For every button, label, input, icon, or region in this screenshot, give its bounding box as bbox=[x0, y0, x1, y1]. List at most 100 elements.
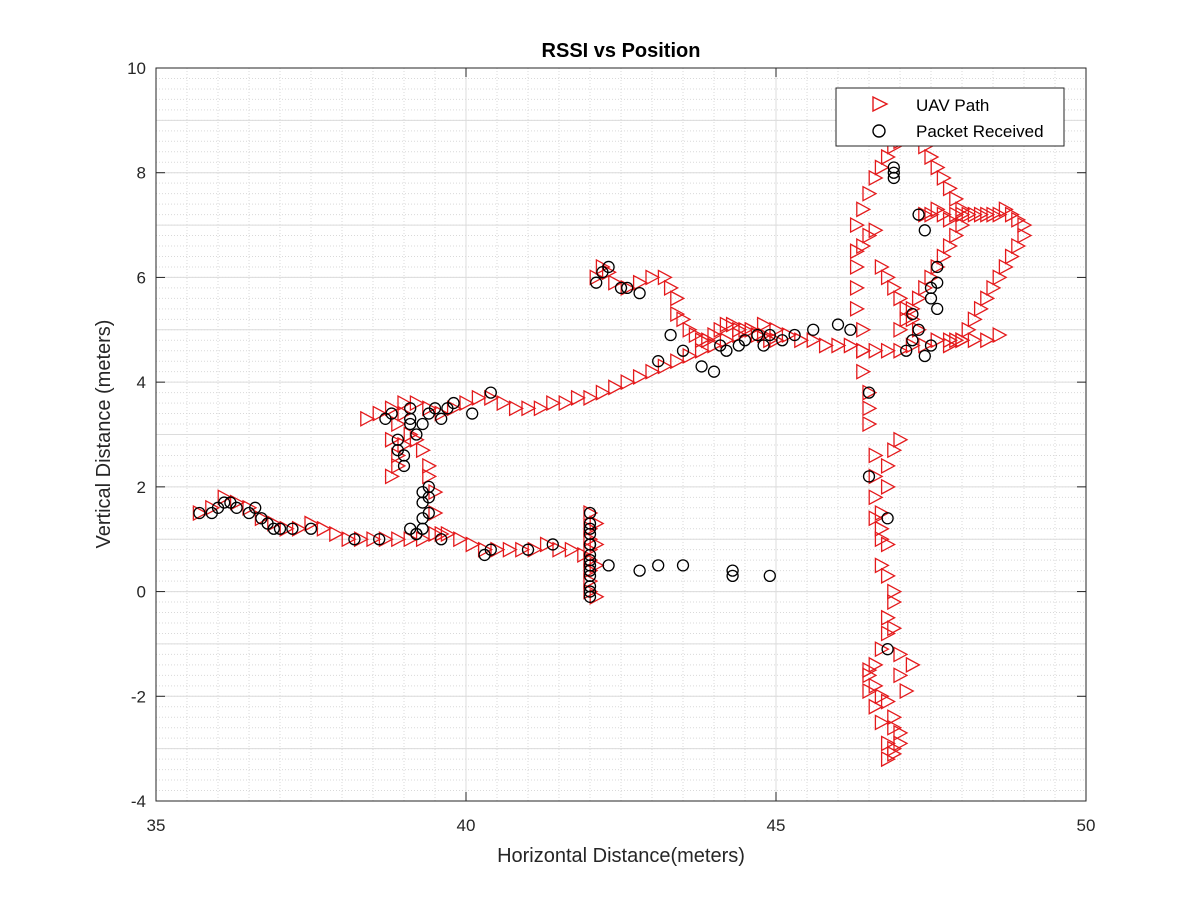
uav-path-point bbox=[546, 394, 562, 412]
uav-path-point bbox=[583, 389, 599, 406]
uav-path-point bbox=[880, 735, 896, 752]
packet-received-point bbox=[583, 522, 597, 535]
packet-received-point bbox=[676, 344, 690, 357]
uav-path-point bbox=[391, 447, 407, 464]
uav-path-point bbox=[961, 321, 977, 338]
uav-path-point bbox=[880, 609, 896, 626]
uav-path-point bbox=[849, 279, 865, 296]
axes-box bbox=[155, 67, 1087, 802]
uav-path-point bbox=[304, 515, 320, 532]
uav-path-point bbox=[893, 724, 909, 742]
uav-path-point bbox=[998, 258, 1014, 276]
uav-path-point bbox=[862, 415, 878, 433]
uav-path-point bbox=[880, 457, 896, 475]
x-tick-label: 35 bbox=[147, 816, 166, 835]
uav-path-point bbox=[973, 300, 989, 317]
uav-path-point bbox=[868, 656, 884, 673]
uav-path-point bbox=[868, 489, 884, 506]
packet-received-point bbox=[583, 590, 597, 603]
x-tick-label: 50 bbox=[1077, 816, 1096, 835]
packet-received-point bbox=[831, 318, 845, 331]
uav-path-point bbox=[434, 525, 450, 543]
uav-path-point bbox=[980, 290, 996, 307]
uav-path-point bbox=[887, 745, 903, 762]
y-tick-label: 8 bbox=[137, 164, 146, 183]
uav-path-point bbox=[291, 520, 307, 537]
tick-labels: 35 40 45 50 -4 -2 0 2 4 6 8 10 bbox=[127, 59, 1095, 835]
packet-received-point bbox=[664, 328, 677, 342]
y-axis-label: Vertical Distance (meters) bbox=[93, 320, 115, 549]
uav-path-point bbox=[874, 520, 890, 537]
uav-path-point bbox=[905, 300, 921, 317]
uav-path-point bbox=[880, 567, 896, 584]
uav-path-point bbox=[384, 400, 400, 417]
uav-path-point bbox=[856, 342, 872, 359]
uav-path-point bbox=[409, 431, 425, 448]
packet-received-point bbox=[931, 302, 944, 315]
y-tick-label: 2 bbox=[137, 478, 146, 497]
uav-path-point bbox=[880, 625, 896, 642]
packet-received-point bbox=[720, 344, 733, 357]
uav-path-point bbox=[893, 646, 909, 663]
uav-path-point bbox=[453, 531, 469, 548]
uav-path-point bbox=[955, 332, 971, 349]
uav-path-point bbox=[384, 468, 400, 485]
uav-path-point bbox=[905, 656, 921, 673]
packet-received-point bbox=[924, 281, 938, 295]
uav-path-point bbox=[422, 400, 438, 417]
uav-path-point bbox=[620, 374, 636, 391]
packet-received-point bbox=[881, 643, 894, 656]
uav-path-point bbox=[899, 682, 915, 700]
uav-path-point bbox=[868, 447, 884, 464]
packet-received-point bbox=[422, 491, 435, 504]
uav-path-point bbox=[360, 410, 376, 427]
uav-path-point bbox=[645, 363, 661, 380]
packet-received-point bbox=[726, 569, 739, 583]
uav-path-point bbox=[849, 300, 865, 317]
x-tick-label: 40 bbox=[457, 816, 476, 835]
uav-path-point bbox=[539, 536, 555, 553]
uav-path-point bbox=[868, 222, 884, 239]
uav-path-point bbox=[887, 620, 903, 637]
packet-received-point bbox=[900, 344, 913, 357]
packet-received-point bbox=[193, 506, 206, 520]
packet-received-point bbox=[404, 417, 417, 431]
legend-label-uav-path: UAV Path bbox=[916, 96, 989, 115]
uav-path-point bbox=[980, 332, 996, 349]
packet-received-point bbox=[763, 569, 776, 583]
packet-received-point bbox=[583, 564, 597, 577]
uav-path-point bbox=[422, 457, 438, 475]
uav-path-point bbox=[1017, 227, 1033, 244]
packet-received-point bbox=[435, 533, 448, 546]
uav-path-point bbox=[496, 394, 512, 412]
uav-path-point bbox=[862, 185, 878, 202]
uav-path-point bbox=[446, 400, 462, 417]
uav-path-point bbox=[880, 751, 896, 768]
uav-path-point bbox=[849, 258, 865, 276]
packet-received-point bbox=[583, 538, 597, 551]
packet-received-point bbox=[807, 323, 820, 336]
uav-path-point bbox=[595, 384, 611, 401]
uav-path-point bbox=[818, 337, 834, 354]
packet-received-point bbox=[602, 559, 615, 572]
packet-received-point bbox=[621, 281, 634, 295]
uav-path-point bbox=[484, 389, 500, 406]
uav-path-point bbox=[632, 274, 648, 291]
uav-path-point bbox=[583, 573, 599, 590]
uav-path-point bbox=[918, 337, 934, 354]
packet-received-point bbox=[906, 307, 919, 321]
uav-path-point bbox=[391, 457, 407, 475]
packet-received-point bbox=[267, 522, 280, 535]
x-axis-label: Horizontal Distance(meters) bbox=[497, 845, 745, 867]
packet-received-point bbox=[416, 417, 429, 431]
uav-path-point bbox=[880, 478, 896, 495]
packet-received-point bbox=[652, 355, 665, 368]
packet-received-point bbox=[404, 522, 417, 535]
packet-received-point bbox=[590, 276, 603, 289]
packet-received-series bbox=[193, 161, 944, 656]
uav-path-point bbox=[992, 326, 1008, 344]
uav-path-point bbox=[868, 698, 884, 715]
uav-path-point bbox=[316, 520, 332, 537]
uav-path-point bbox=[1017, 216, 1033, 234]
